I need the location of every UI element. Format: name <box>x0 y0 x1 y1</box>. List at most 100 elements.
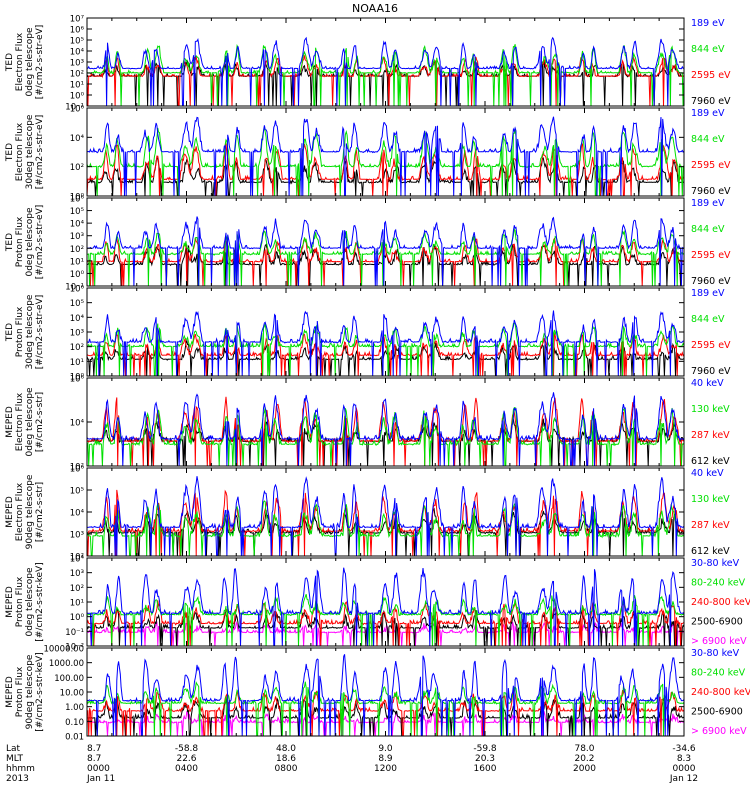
legend-entry: 2595 eV <box>691 340 731 351</box>
series-line-4 <box>87 116 684 196</box>
lat-label: 48.0 <box>276 744 296 754</box>
y-tick-label: 10³ <box>70 232 84 242</box>
y-axis-label-line: [#/cm2-s-str-eV] <box>35 205 45 280</box>
legend-entry: > 6900 keV <box>691 636 747 647</box>
date-label: Jan 12 <box>669 774 698 784</box>
y-tick-label: 10⁶ <box>70 105 85 115</box>
y-axis-label: MEPED Proton Flux 90deg telescope [#/cm2-s-… <box>5 652 45 731</box>
series-line-4 <box>87 392 684 466</box>
y-axis-label-line: 0deg telescope <box>25 27 35 97</box>
y-tick-label: 10⁻¹ <box>65 103 84 113</box>
lat-label: 9.0 <box>378 744 393 754</box>
y-axis-label-line: [#/cm2-s-str-eV] <box>35 295 45 370</box>
y-axis-label: MEPED Proton Flux 0deg telescope [#/cm2-s-s… <box>5 562 45 641</box>
legend-entry: 30-80 keV <box>691 648 740 659</box>
y-axis-label-line: Electron Flux <box>15 392 25 451</box>
mlt-label: 22.6 <box>176 754 196 764</box>
legend-entry: 844 eV <box>691 224 725 235</box>
y-axis-label-line: MEPED <box>5 676 15 708</box>
y-axis-label-line: 30deg telescope <box>25 294 35 369</box>
series-line-3 <box>87 686 684 736</box>
series-line-3 <box>87 322 684 376</box>
hhmm-label: 0000 <box>673 764 696 774</box>
y-tick-label: 10² <box>70 584 84 594</box>
y-axis-label-line: 90deg telescope <box>25 474 35 549</box>
series-line-3 <box>87 127 684 196</box>
y-axis-label-line: 30deg telescope <box>25 114 35 189</box>
y-axis-label-line: Proton Flux <box>15 216 25 267</box>
legend-entry: 2595 eV <box>691 70 731 81</box>
legend-entry: 7960 eV <box>691 96 731 107</box>
panel-3: 10⁻¹ 10⁰ 10¹ 10² 10³ 10⁴ 10⁵ 10⁶ TED Proton Flux 0… <box>5 195 731 293</box>
legend-entry: 189 eV <box>691 18 725 29</box>
y-axis-label: TED Proton Flux 0deg telescope [#/cm2-s-str… <box>5 205 45 280</box>
y-tick-label: 1.00 <box>65 703 84 713</box>
y-tick-label: 10.00 <box>60 689 84 699</box>
legend-entry: 612 keV <box>691 546 730 557</box>
y-tick-label: 10⁻¹ <box>65 283 84 293</box>
legend-entry: 189 eV <box>691 288 725 299</box>
legend-entry: 844 eV <box>691 44 725 55</box>
lat-label: -58.8 <box>175 744 199 754</box>
legend-entry: > 6900 keV <box>691 726 747 737</box>
series-line-4 <box>87 594 684 646</box>
y-tick-label: 10⁴ <box>70 555 85 565</box>
time-axis-row-label: Lat <box>6 744 21 754</box>
series-line-5 <box>87 567 684 646</box>
y-tick-label: 10⁻² <box>65 643 84 653</box>
series-line-2 <box>87 143 684 196</box>
series-line-4 <box>87 476 684 556</box>
hhmm-label: 2000 <box>573 764 596 774</box>
y-axis-label-line: MEPED <box>5 406 15 438</box>
mlt-label: 8.9 <box>378 754 393 764</box>
y-tick-label: 10⁻¹ <box>65 628 84 638</box>
y-axis-label-line: Proton Flux <box>15 666 25 717</box>
series-line-5 <box>87 654 684 736</box>
date-label: Jan 11 <box>86 774 115 784</box>
hhmm-label: 1200 <box>374 764 397 774</box>
series-line-4 <box>87 216 684 286</box>
y-tick-label: 10⁵ <box>70 487 84 497</box>
y-tick-label: 10000.00 <box>43 645 84 655</box>
y-tick-label: 10⁰ <box>70 613 85 623</box>
series-line-4 <box>87 36 684 106</box>
y-axis-label-line: [#/cm2-s-str-keV] <box>35 652 45 731</box>
y-tick-label: 10⁴ <box>70 419 85 429</box>
y-tick-label: 10² <box>70 70 84 80</box>
y-axis-label-line: TED <box>5 53 15 72</box>
legend-entry: 7960 eV <box>691 366 731 377</box>
lat-label: 8.7 <box>87 744 101 754</box>
legend-entry: 2500-6900 <box>691 617 743 628</box>
y-tick-label: 10⁴ <box>70 314 85 324</box>
series-line-3 <box>87 600 684 646</box>
y-axis-label-line: MEPED <box>5 586 15 618</box>
legend-entry: 612 keV <box>691 456 730 467</box>
y-tick-label: 10⁴ <box>70 220 85 230</box>
y-axis-label-line: 0deg telescope <box>25 207 35 277</box>
y-tick-label: 10⁰ <box>70 92 85 102</box>
y-tick-label: 1000.00 <box>49 659 84 669</box>
legend-entry: 189 eV <box>691 198 725 209</box>
series-line-4 <box>87 310 684 376</box>
mlt-label: 18.6 <box>276 754 296 764</box>
y-tick-label: 10³ <box>70 329 84 339</box>
y-axis-label-line: [#/cm2-s-str-eV] <box>35 115 45 190</box>
y-tick-label: 10² <box>70 343 84 353</box>
y-axis-label-line: [#/cm2-s-str] <box>35 482 45 542</box>
panel-4: 10⁰ 10¹ 10² 10³ 10⁴ 10⁵ 10⁶ TED Proton Flux 30deg… <box>5 285 731 383</box>
legend-entry: 7960 eV <box>691 276 731 287</box>
hhmm-label: 0800 <box>275 764 298 774</box>
y-axis-label-line: Proton Flux <box>15 576 25 627</box>
hhmm-label: 1600 <box>474 764 497 774</box>
legend-entry: 80-240 keV <box>691 578 746 589</box>
legend-entry: 130 keV <box>691 494 730 505</box>
mlt-label: 8.7 <box>87 754 101 764</box>
y-tick-label: 10¹ <box>70 358 84 368</box>
y-tick-label: 10⁴ <box>70 509 85 519</box>
figure-title: NOAA16 <box>352 2 398 15</box>
y-tick-label: 10² <box>70 163 84 173</box>
legend-entry: 80-240 keV <box>691 668 746 679</box>
y-axis-label-line: [#/cm2-s-str-keV] <box>35 562 45 641</box>
y-axis-label: MEPED Electron Flux 0deg telescope [#/cm2-s… <box>5 387 45 457</box>
y-axis-label: TED Proton Flux 30deg telescope [#/cm2-s-st… <box>5 294 45 369</box>
